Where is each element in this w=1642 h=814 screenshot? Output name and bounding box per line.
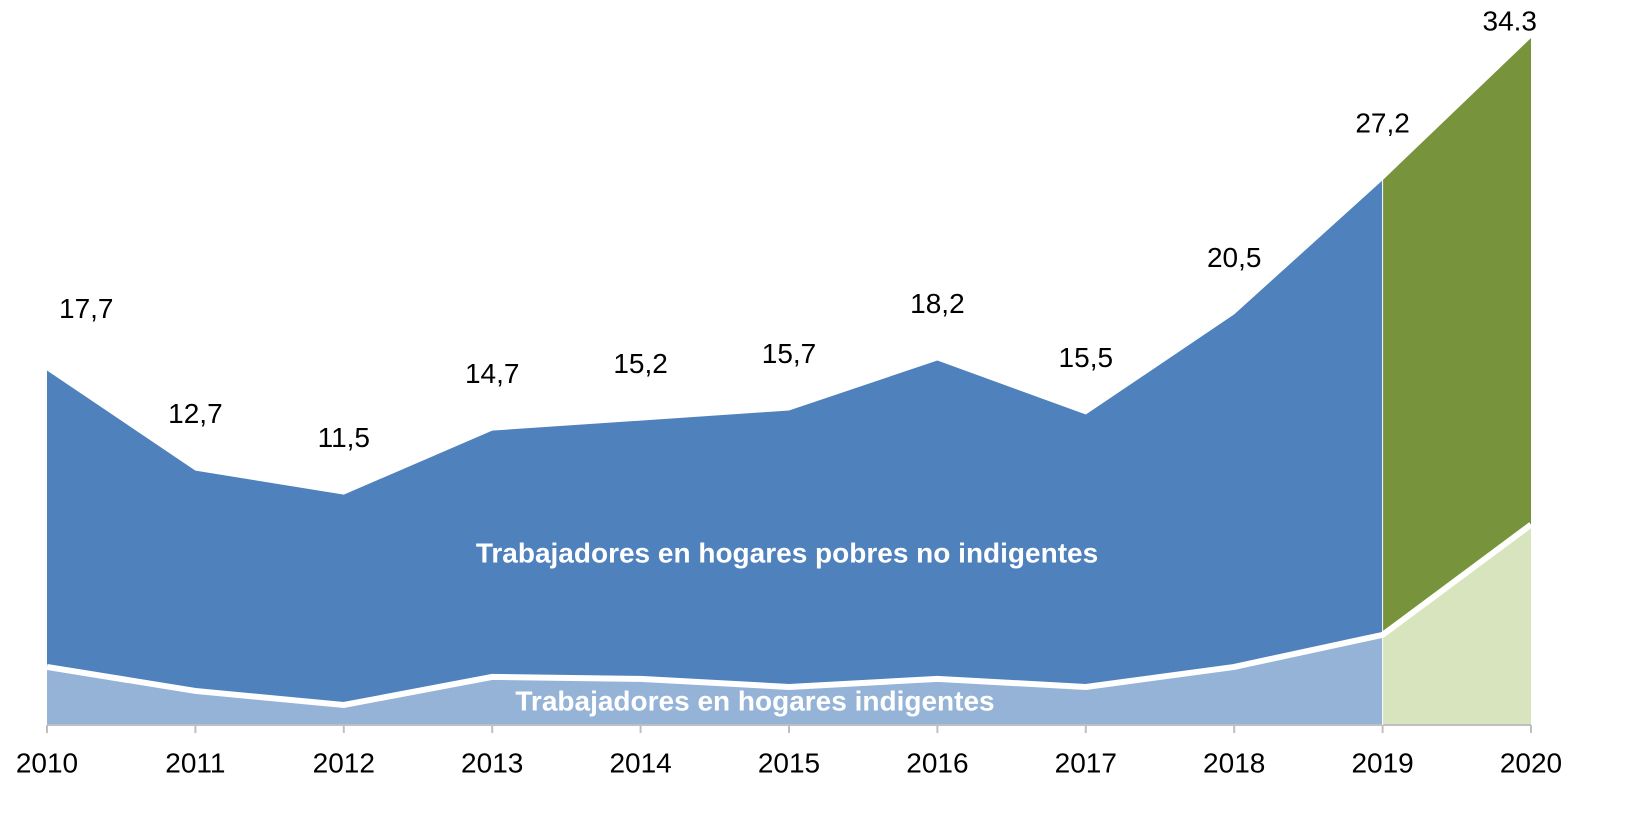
- total-label: 15,7: [762, 338, 817, 369]
- area: [1382, 38, 1531, 635]
- total-label: 12,7: [168, 398, 223, 429]
- total-label: 11,5: [318, 422, 370, 453]
- x-tick-label: 2018: [1203, 747, 1265, 778]
- x-tick-label: 2020: [1500, 747, 1562, 778]
- total-label: 27,2: [1355, 108, 1410, 139]
- x-tick-label: 2011: [165, 747, 225, 778]
- area: [47, 634, 1383, 725]
- total-label: 15,5: [1059, 342, 1114, 373]
- total-label: 15,2: [613, 348, 668, 379]
- series-label: Trabajadores en hogares pobres no indige…: [476, 537, 1098, 568]
- x-tick-label: 2010: [16, 747, 78, 778]
- total-label: 14,7: [465, 358, 520, 389]
- x-tick-label: 2017: [1055, 747, 1117, 778]
- areas: [46, 38, 1533, 725]
- total-label: 17,7: [59, 293, 114, 324]
- total-label: 34.3: [1483, 5, 1538, 36]
- separator-line: [46, 522, 1533, 708]
- x-tick-label: 2014: [609, 747, 671, 778]
- series-label: Trabajadores en hogares indigentes: [515, 685, 994, 716]
- x-tick-label: 2019: [1351, 747, 1413, 778]
- area: [47, 180, 1383, 705]
- x-tick-label: 2015: [758, 747, 820, 778]
- total-label: 18,2: [910, 288, 965, 319]
- x-tick-label: 2013: [461, 747, 523, 778]
- x-tick-label: 2016: [906, 747, 968, 778]
- x-tick-label: 2012: [313, 747, 375, 778]
- area: [1382, 524, 1531, 725]
- total-label: 20,5: [1207, 242, 1262, 273]
